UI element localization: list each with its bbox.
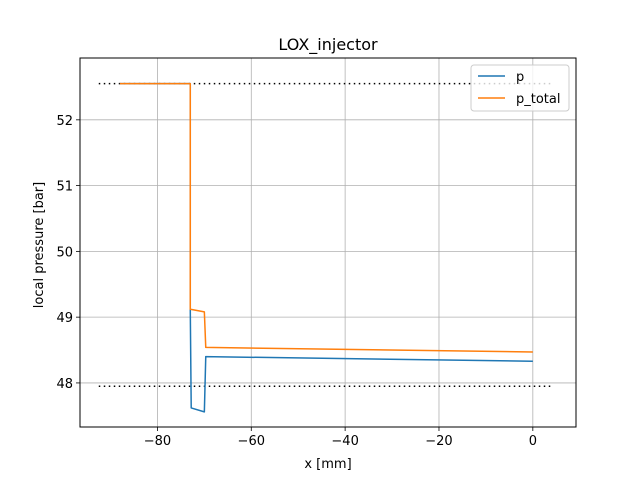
x-tick-label: 0 [529, 434, 537, 449]
x-tick-label: −60 [238, 434, 265, 449]
legend-label: p_total [516, 92, 560, 107]
y-tick-label: 48 [56, 377, 73, 392]
chart-title: LOX_injector [278, 35, 378, 55]
series-line-p-total [119, 82, 533, 353]
axis-ticks: −80 −60 −40 −20 0 48 49 50 51 52 [56, 114, 537, 449]
legend-label: p [516, 70, 524, 85]
series-lines [119, 82, 533, 413]
y-tick-label: 52 [56, 114, 73, 129]
y-tick-label: 49 [56, 311, 73, 326]
y-tick-label: 51 [56, 180, 73, 195]
x-tick-label: −80 [144, 434, 171, 449]
x-tick-label: −40 [331, 434, 358, 449]
x-axis-label: x [mm] [304, 457, 351, 472]
x-tick-label: −20 [425, 434, 452, 449]
y-tick-label: 50 [56, 245, 73, 260]
plot-frame [79, 57, 577, 428]
legend: p p_total [470, 64, 570, 112]
grid [80, 58, 576, 427]
y-axis-label: local pressure [bar] [32, 182, 47, 308]
